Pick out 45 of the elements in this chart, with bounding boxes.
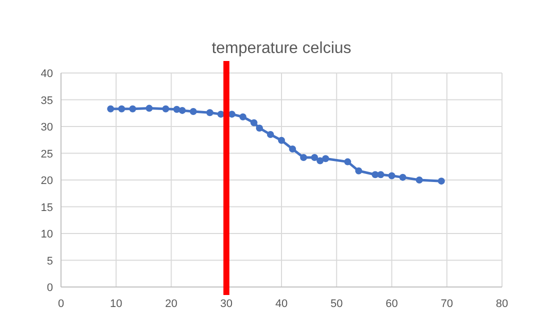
y-tick-label: 10: [40, 228, 53, 240]
point: [129, 105, 136, 112]
point: [162, 105, 170, 112]
y-tick-label: 40: [40, 68, 53, 80]
y-tick-label: 20: [40, 175, 53, 187]
x-tick-label: 40: [275, 298, 288, 310]
point: [250, 119, 258, 126]
point: [107, 105, 114, 112]
point: [344, 158, 352, 166]
x-tick-label: 80: [496, 298, 508, 310]
point: [289, 145, 296, 152]
point: [355, 167, 362, 174]
y-tick-label: 5: [46, 255, 53, 268]
x-tick-label: 10: [110, 298, 122, 310]
y-tick-label: 15: [40, 202, 53, 214]
point: [278, 136, 285, 144]
x-tick-label: 50: [330, 298, 343, 310]
point: [256, 124, 263, 132]
x-tick-label: 70: [440, 298, 453, 310]
point: [206, 109, 214, 116]
point: [316, 157, 324, 164]
y-tick-label: 35: [40, 94, 53, 107]
point: [118, 105, 126, 112]
point: [239, 113, 246, 120]
point: [190, 108, 197, 116]
point: [438, 178, 445, 185]
y-tick-label: 30: [40, 122, 53, 134]
point: [146, 104, 153, 112]
point: [311, 154, 318, 162]
x-tick-label: 20: [165, 298, 178, 310]
chart-title: temperature celcius: [212, 40, 352, 57]
x-tick-label: 0: [58, 298, 64, 310]
x-tick-label: 60: [386, 298, 398, 310]
point: [416, 176, 423, 184]
point: [322, 155, 330, 162]
point: [217, 110, 224, 118]
x-tick-label: 30: [220, 298, 232, 310]
y-tick-label: 25: [40, 148, 53, 160]
point: [178, 106, 186, 114]
point: [266, 131, 274, 138]
point: [388, 172, 396, 180]
y-tick-label: 0: [46, 282, 53, 294]
point: [399, 174, 406, 181]
point: [377, 171, 384, 178]
point: [300, 154, 308, 162]
